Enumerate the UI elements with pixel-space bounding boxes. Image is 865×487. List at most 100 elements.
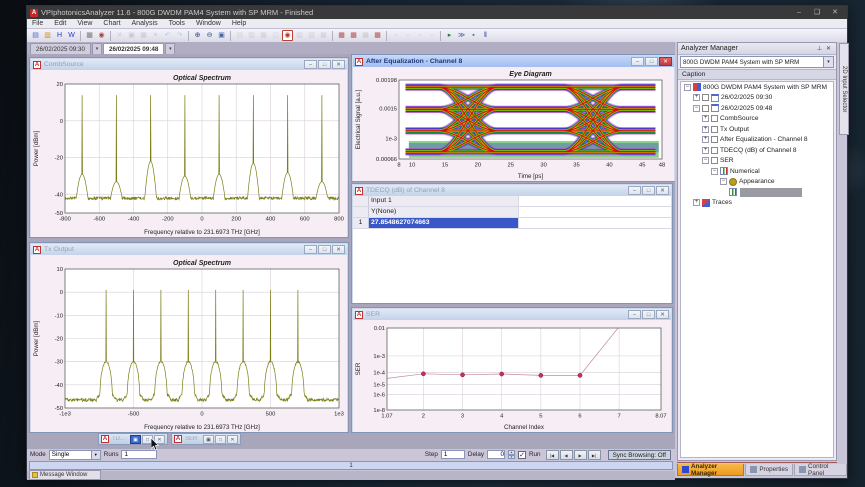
minimize-button[interactable]: – (628, 310, 641, 319)
window-combsource[interactable]: A CombSource – □ ✕ -800 -600 -400 -200 0 200 4… (29, 57, 349, 238)
result-tab-0[interactable]: 26/02/2025 09:30 (30, 43, 92, 54)
expander-icon[interactable]: + (702, 115, 709, 123)
toolbar-layout-a-icon[interactable]: ▫ (394, 32, 397, 39)
toolbar-chart-eye-icon[interactable]: ◉ (282, 30, 293, 41)
toolbar-layout-c-icon[interactable]: ▫ (418, 32, 421, 39)
toolbar-copy-icon[interactable]: ▣ (128, 32, 135, 39)
runs-input[interactable]: 1 (121, 450, 158, 459)
window-after-equalization[interactable]: A After Equalization - Channel 8 – □ ✕ 8… (351, 54, 675, 182)
tree-item-combsource[interactable]: + CombSource (681, 114, 833, 125)
expander-icon[interactable]: − (693, 104, 700, 112)
tree-checkbox[interactable] (702, 94, 709, 102)
minimize-button[interactable]: – (304, 60, 317, 69)
window-ser[interactable]: A SER – □ ✕ 1.07 2 3 4 5 6 7 8.07 0.01 1e-3 1e-4 1e… (351, 307, 673, 433)
tree-item-after-equalization-channel-8[interactable]: + After Equalization - Channel 8 (681, 135, 833, 146)
tree-checkbox[interactable] (711, 115, 718, 123)
toolbar-schedule-icon[interactable]: ▪ (472, 32, 475, 39)
maximize-button[interactable]: □ (215, 434, 226, 444)
tree-item-selected[interactable] (681, 187, 833, 198)
toolbar-cut-icon[interactable]: ✕ (116, 32, 123, 39)
maximize-button[interactable]: □ (642, 186, 655, 195)
dock-tab-control-panel[interactable]: Control Panel (794, 463, 847, 477)
toolbar-table-copy-icon[interactable]: ▦ (350, 32, 357, 39)
expander-icon[interactable]: + (702, 136, 709, 144)
menu-help[interactable]: Help (231, 20, 247, 27)
toolbar-workspace-icon[interactable]: W (68, 32, 75, 39)
tree-checkbox[interactable] (711, 136, 718, 144)
expander-icon[interactable]: − (684, 83, 691, 91)
minimize-button[interactable]: – (631, 57, 644, 66)
app-restore-button[interactable]: ❑ (813, 9, 821, 16)
toolbar-snapshot-icon[interactable]: ◉ (98, 32, 105, 39)
tdecq-titlebar[interactable]: A TDECQ (dB) of Channel 8 – □ ✕ (353, 185, 671, 196)
result-tab-1-dropdown[interactable]: ▾ (165, 43, 176, 54)
tx-output-titlebar[interactable]: A Tx Output – □ ✕ (31, 244, 347, 255)
playback-last-button[interactable]: ▶| (587, 449, 601, 460)
chevron-down-icon[interactable]: ▾ (823, 57, 833, 67)
tree-item-traces[interactable]: + Traces (681, 198, 833, 209)
close-button[interactable]: ✕ (659, 57, 672, 66)
toolbar-chart-xy-icon[interactable]: ▤ (236, 32, 243, 39)
combsource-titlebar[interactable]: A CombSource – □ ✕ (31, 59, 347, 70)
dock-tab-properties[interactable]: Properties (745, 464, 794, 476)
pin-icon[interactable]: ⊥ (816, 46, 823, 52)
expander-icon[interactable]: + (702, 146, 709, 154)
run-checkbox[interactable]: ✓ (518, 450, 526, 459)
window-tx-output[interactable]: A Tx Output – □ ✕ -1e3 -500 0 500 1e3 10 0 -10-… (29, 242, 349, 433)
menu-window[interactable]: Window (195, 20, 221, 27)
result-tab-1[interactable]: 26/02/2025 09:48 (103, 43, 165, 54)
dock-tab-analyzer-manager[interactable]: Analyzer Manager (677, 463, 745, 477)
sync-browsing-button[interactable]: Sync Browsing: Off (607, 449, 671, 460)
toolbar-print-icon[interactable]: ▦ (86, 32, 93, 39)
toolbar-run-icon[interactable]: ▸ (447, 32, 452, 39)
app-close-button[interactable]: ✕ (832, 9, 838, 16)
tree-item-tx-output[interactable]: + Tx Output (681, 124, 833, 135)
toolbar-chart-table-icon[interactable]: ▧ (308, 32, 315, 39)
menu-tools[interactable]: Tools (168, 20, 185, 27)
toolbar-zoom-in-icon[interactable]: ⊕ (194, 32, 201, 39)
maximize-button[interactable]: □ (318, 60, 331, 69)
input-selector-tab[interactable]: 2D Input Selector (839, 43, 849, 135)
delay-spinner[interactable]: ▴ ▾ (508, 450, 515, 459)
result-tab-0-dropdown[interactable]: ▾ (92, 43, 103, 54)
playback-prev-button[interactable]: ◀ (559, 449, 573, 460)
tree-item-numerical[interactable]: − Numerical (681, 166, 833, 177)
tree-item-26-02-2025-09-48[interactable]: − 26/02/2025 09:48 (681, 103, 833, 114)
spin-up-icon[interactable]: ▴ (508, 450, 515, 455)
toolbar-zoom-out-icon[interactable]: ⊖ (206, 32, 213, 39)
tree-item-ser[interactable]: − SER (681, 156, 833, 167)
toolbar-save-icon[interactable]: H (56, 32, 63, 39)
step-input[interactable]: 1 (440, 450, 465, 459)
toolbar-chart-polar-icon[interactable]: ◫ (272, 32, 279, 39)
table-column-header[interactable]: Input 1 (369, 196, 519, 206)
close-button[interactable]: ✕ (332, 245, 345, 254)
app-minimize-button[interactable]: – (797, 9, 801, 16)
toolbar-undo-icon[interactable]: ↶ (164, 32, 171, 39)
window-tdecq[interactable]: A TDECQ (dB) of Channel 8 – □ ✕ Input 1 … (351, 183, 673, 304)
toolbar-table-open-icon[interactable]: ▦ (374, 32, 381, 39)
expander-icon[interactable]: + (702, 125, 709, 133)
minimize-button[interactable]: – (628, 186, 641, 195)
close-button[interactable]: ✕ (154, 434, 165, 444)
restore-button[interactable]: ▣ (203, 434, 214, 444)
toolbar-layout-b-icon[interactable]: ▫ (406, 32, 409, 39)
after-equalization-titlebar[interactable]: A After Equalization - Channel 8 – □ ✕ (353, 56, 674, 67)
menu-analysis[interactable]: Analysis (131, 20, 158, 27)
menu-chart[interactable]: Chart (103, 20, 121, 27)
tree-checkbox[interactable] (711, 146, 718, 154)
toolbar-new-file-icon[interactable]: ▤ (32, 32, 39, 39)
toolbar-delete-icon[interactable]: × (153, 32, 158, 39)
maximize-button[interactable]: □ (642, 310, 655, 319)
playback-first-button[interactable]: |◀ (545, 449, 559, 460)
menu-view[interactable]: View (77, 20, 93, 27)
dock-header[interactable]: Analyzer Manager ⊥ ✕ (678, 43, 836, 55)
close-button[interactable]: ✕ (332, 60, 345, 69)
close-button[interactable]: ✕ (656, 310, 669, 319)
ser-titlebar[interactable]: A SER – □ ✕ (353, 309, 671, 320)
toolbar-redo-icon[interactable]: ↷ (176, 32, 183, 39)
expander-icon[interactable]: − (711, 167, 718, 175)
mode-select[interactable]: Single ▾ (48, 449, 101, 460)
tree-item-tdecq-db-of-channel-8[interactable]: + TDECQ (dB) of Channel 8 (681, 145, 833, 156)
toolbar-zoom-fit-icon[interactable]: ▣ (218, 32, 225, 39)
menu-edit[interactable]: Edit (54, 20, 67, 27)
